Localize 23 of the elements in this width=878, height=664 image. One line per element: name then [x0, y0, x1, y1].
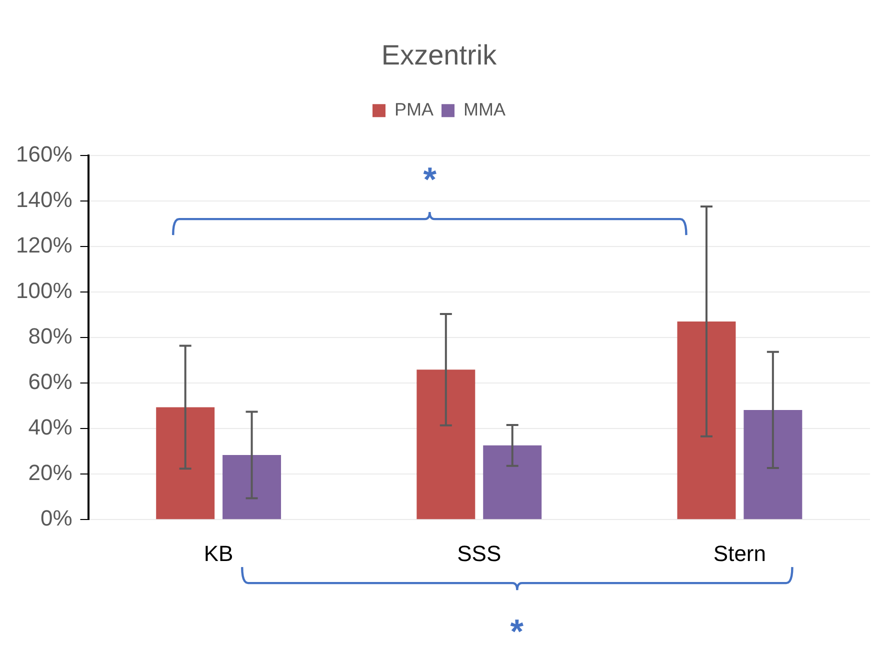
y-tick-label: 160%	[16, 142, 72, 167]
y-tick-label: 120%	[16, 232, 72, 258]
y-tick-label: 60%	[28, 369, 72, 394]
x-tick-label: SSS	[457, 540, 502, 566]
y-tick-label: 100%	[16, 278, 72, 304]
annotation: *	[422, 160, 438, 200]
bar	[483, 445, 542, 520]
bar	[416, 370, 476, 520]
legend-label: PMA	[394, 100, 434, 120]
chart-title: Exzentrik	[381, 40, 498, 71]
bar	[222, 454, 282, 520]
legend-label: MMA	[464, 100, 506, 120]
x-tick-label: KB	[204, 540, 234, 566]
y-tick-label: 40%	[28, 414, 72, 440]
bar	[744, 410, 802, 520]
y-tick-label: 140%	[16, 187, 72, 212]
y-tick-label: 20%	[28, 460, 72, 486]
bar	[156, 407, 215, 520]
bar	[677, 321, 736, 520]
text: *	[509, 612, 524, 652]
y-tick-label: 0%	[40, 506, 72, 531]
y-tick-label: 80%	[28, 324, 72, 349]
x-tick-label: Stern	[713, 540, 766, 566]
